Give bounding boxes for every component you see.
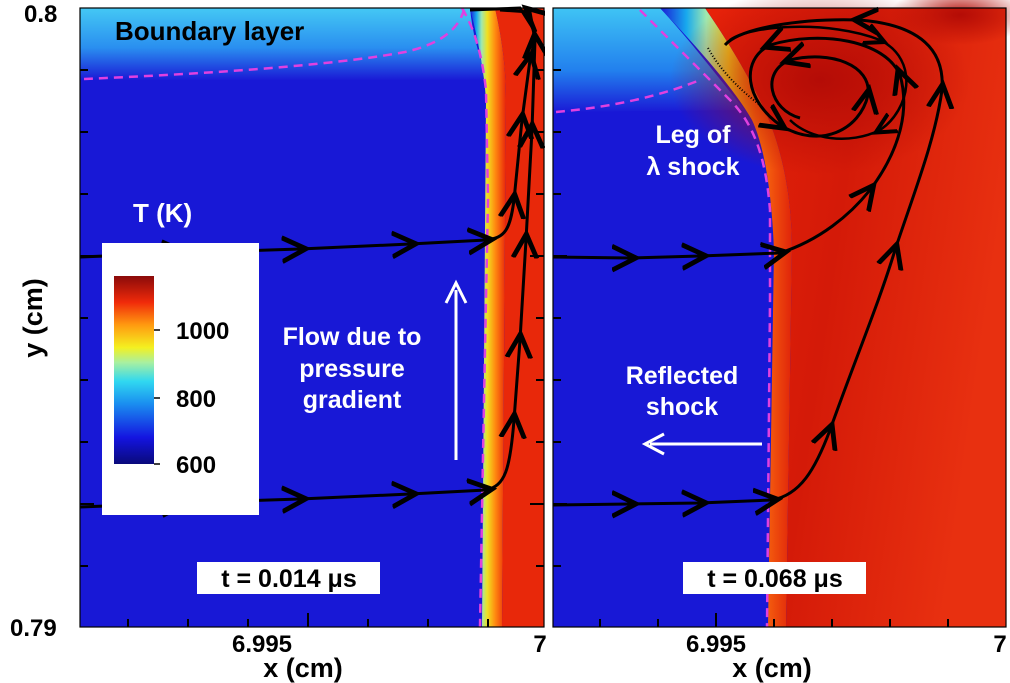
flow-label: Flow due to pressure gradient xyxy=(283,323,422,414)
panel-2-streamline-lower xyxy=(552,20,942,505)
x-tick-label-p1-7: 7 xyxy=(533,631,546,658)
panel-gap xyxy=(545,8,552,627)
x-axis-ticks-panel-2 xyxy=(599,613,949,627)
axis-ticks xyxy=(80,69,949,627)
x-tick-label-p2-6995: 6.995 xyxy=(686,631,746,658)
x-tick-label-p1-6995: 6.995 xyxy=(232,631,292,658)
panel-2-shock-arrowhead xyxy=(641,432,665,456)
time-label-panel-1: t = 0.014 μs xyxy=(197,562,380,594)
colorbar-legend: 1000 800 600 xyxy=(102,243,259,515)
boundary-layer-label: Boundary layer xyxy=(115,16,304,46)
panel-1-streamline-lower xyxy=(79,10,535,507)
colorbar-tick-label-600: 600 xyxy=(176,452,216,479)
y-axis-title: y (cm) xyxy=(18,278,48,358)
y-tick-label-bottom: 0.79 xyxy=(10,615,57,642)
colorbar-title: T (K) xyxy=(133,198,192,228)
time-label-panel-2-box xyxy=(683,562,866,594)
panel-1-flow-arrowhead xyxy=(444,279,468,304)
colorbar-tick-label-1000: 1000 xyxy=(176,318,229,345)
panel-2-streamline-loop xyxy=(729,27,908,140)
time-label-panel-1-text: t = 0.014 μs xyxy=(221,565,357,593)
y-axis-ticks-left xyxy=(80,69,94,567)
x-axis-title-panel-1: x (cm) xyxy=(263,653,343,683)
colorbar-gradient xyxy=(114,276,154,464)
y-tick-label-top: 0.8 xyxy=(24,1,57,28)
y-axis-ticks-right xyxy=(530,69,567,567)
x-axis-ticks-panel-1 xyxy=(127,613,489,627)
lambda-shock-line-2: λ shock xyxy=(646,153,739,181)
lambda-shock-label: Leg of λ shock xyxy=(646,121,739,181)
reflected-shock-label: Reflected shock xyxy=(626,362,739,421)
reflected-shock-line-2: shock xyxy=(646,393,718,421)
flow-label-line-3: gradient xyxy=(303,386,402,414)
time-label-panel-2-text: t = 0.068 μs xyxy=(707,565,843,593)
lambda-shock-line-1: Leg of xyxy=(656,121,732,149)
panel-2-boundary-layer-contour xyxy=(555,78,701,114)
x-axis-title-panel-2: x (cm) xyxy=(732,653,812,683)
x-tick-label-p2-7: 7 xyxy=(993,631,1006,658)
flow-label-line-2: pressure xyxy=(299,355,405,383)
colorbar-tick-label-800: 800 xyxy=(176,386,216,413)
flow-label-line-1: Flow due to xyxy=(283,323,422,351)
time-label-panel-1-box xyxy=(197,562,380,594)
reflected-shock-line-1: Reflected xyxy=(626,362,739,390)
panel-2 xyxy=(552,0,1010,628)
time-label-panel-2: t = 0.068 μs xyxy=(683,562,866,594)
